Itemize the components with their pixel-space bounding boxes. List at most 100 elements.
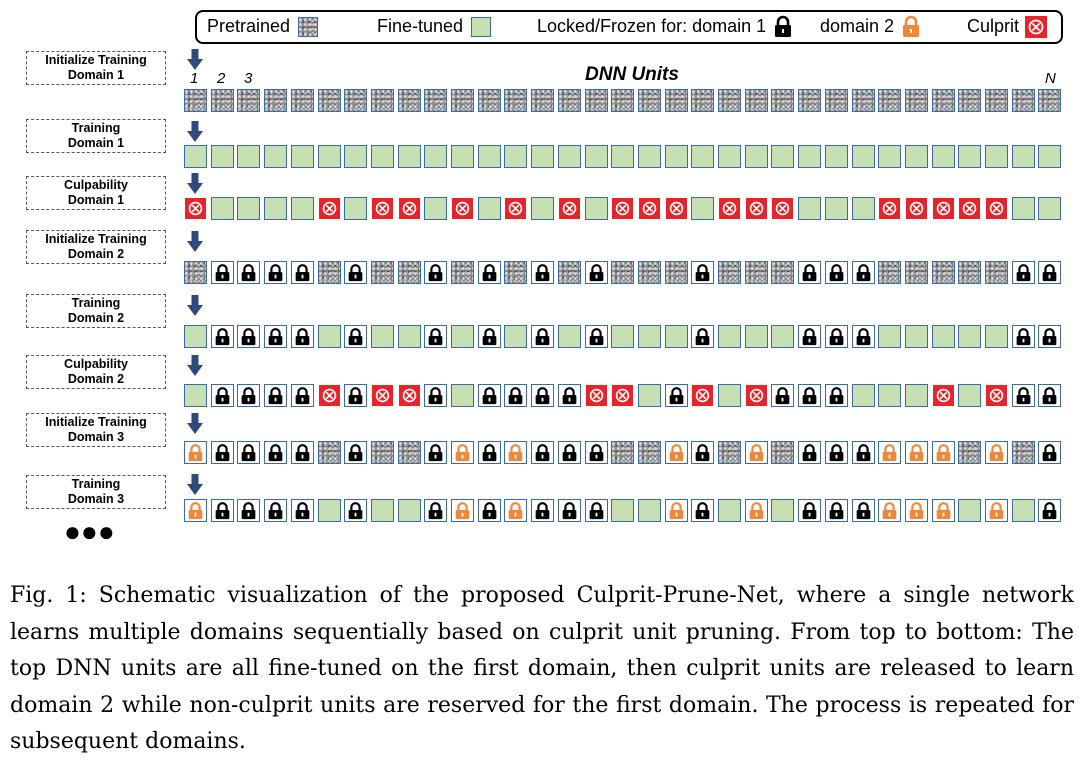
unit-locked-domain-1 bbox=[824, 441, 848, 464]
stage-label-line-2: Domain 3 bbox=[67, 492, 125, 506]
unit-fine-tuned bbox=[237, 145, 261, 168]
unit-locked-domain-2 bbox=[504, 441, 528, 464]
unit-locked-domain-1 bbox=[290, 325, 314, 348]
unit-fine-tuned bbox=[584, 197, 608, 220]
stage-label-line-1: Training bbox=[71, 477, 121, 491]
unit-pretrained bbox=[985, 89, 1008, 112]
legend-label-fine-tuned: Fine-tuned bbox=[377, 16, 464, 36]
unit-fine-tuned bbox=[397, 145, 421, 168]
unit-fine-tuned bbox=[664, 145, 688, 168]
down-arrow-icon bbox=[187, 413, 203, 434]
unit-locked-domain-1 bbox=[798, 384, 822, 407]
unit-fine-tuned bbox=[1038, 145, 1062, 168]
unit-locked-domain-1 bbox=[237, 441, 261, 464]
unit-pretrained bbox=[397, 261, 421, 284]
unit-locked-domain-1 bbox=[424, 499, 448, 522]
stage-label: Initialize Training Domain 1 bbox=[26, 51, 166, 85]
unit-fine-tuned bbox=[958, 499, 982, 522]
unit-culprit bbox=[370, 197, 394, 220]
unit-pretrained bbox=[958, 89, 982, 112]
unit-fine-tuned bbox=[370, 325, 394, 348]
unit-culprit bbox=[878, 197, 902, 220]
unit-fine-tuned bbox=[531, 145, 555, 168]
unit-locked-domain-1 bbox=[851, 261, 875, 284]
stage-label-line-2: Domain 2 bbox=[67, 311, 125, 325]
unit-pretrained bbox=[637, 441, 661, 464]
unit-fine-tuned bbox=[611, 499, 635, 522]
unit-locked-domain-1 bbox=[237, 499, 261, 522]
unit-locked-domain-1 bbox=[557, 441, 581, 464]
unit-locked-domain-1 bbox=[824, 499, 848, 522]
unit-fine-tuned bbox=[370, 499, 394, 522]
unit-locked-domain-1 bbox=[771, 384, 795, 407]
unit-locked-domain-1 bbox=[210, 441, 234, 464]
unit-pretrained bbox=[210, 89, 234, 112]
unit-locked-domain-2 bbox=[878, 499, 902, 522]
unit-locked-domain-1 bbox=[290, 261, 314, 284]
unit-locked-domain-1 bbox=[210, 499, 234, 522]
unit-locked-domain-2 bbox=[744, 499, 768, 522]
unit-pretrained bbox=[584, 89, 608, 112]
unit-culprit bbox=[718, 197, 741, 220]
unit-pretrained bbox=[611, 89, 635, 112]
unit-locked-domain-1 bbox=[531, 441, 555, 464]
unit-pretrained bbox=[744, 261, 768, 284]
unit-pretrained bbox=[504, 89, 528, 112]
unit-fine-tuned bbox=[290, 145, 314, 168]
ellipsis-dots: ●●● bbox=[64, 516, 115, 547]
unit-pretrained bbox=[958, 441, 982, 464]
unit-locked-domain-1 bbox=[424, 325, 448, 348]
unit-pretrained bbox=[798, 89, 822, 112]
lock-black-icon bbox=[775, 15, 792, 37]
unit-locked-domain-2 bbox=[184, 441, 207, 464]
unit-locked-domain-1 bbox=[531, 499, 555, 522]
unit-fine-tuned bbox=[264, 145, 288, 168]
dnn-units-title: DNN Units bbox=[585, 64, 679, 85]
stage-label: Training Domain 1 bbox=[26, 119, 166, 153]
unit-pretrained bbox=[1011, 441, 1035, 464]
unit-locked-domain-1 bbox=[851, 441, 875, 464]
unit-pretrained bbox=[664, 261, 688, 284]
unit-fine-tuned bbox=[237, 197, 261, 220]
unit-fine-tuned bbox=[851, 384, 875, 407]
unit-locked-domain-1 bbox=[237, 261, 261, 284]
unit-locked-domain-2 bbox=[744, 441, 768, 464]
unit-locked-domain-1 bbox=[344, 384, 368, 407]
unit-fine-tuned bbox=[904, 145, 928, 168]
unit-locked-domain-1 bbox=[424, 261, 448, 284]
unit-fine-tuned bbox=[771, 145, 795, 168]
unit-fine-tuned bbox=[370, 145, 394, 168]
unit-fine-tuned bbox=[637, 499, 661, 522]
unit-locked-domain-1 bbox=[477, 325, 501, 348]
unit-fine-tuned bbox=[184, 384, 207, 407]
unit-locked-domain-1 bbox=[210, 325, 234, 348]
unit-fine-tuned bbox=[691, 145, 715, 168]
unit-fine-tuned bbox=[317, 499, 341, 522]
unit-pretrained bbox=[557, 261, 581, 284]
unit-locked-domain-1 bbox=[824, 384, 848, 407]
unit-locked-domain-1 bbox=[824, 261, 848, 284]
unit-culprit bbox=[504, 197, 528, 220]
unit-fine-tuned bbox=[210, 197, 234, 220]
stage-label-line-1: Training bbox=[71, 296, 121, 310]
stage-label: Training Domain 3 bbox=[26, 475, 166, 509]
unit-fine-tuned bbox=[904, 384, 928, 407]
unit-fine-tuned bbox=[1038, 197, 1062, 220]
unit-culprit bbox=[584, 384, 608, 407]
unit-locked-domain-1 bbox=[691, 325, 715, 348]
unit-fine-tuned bbox=[451, 145, 474, 168]
unit-pretrained bbox=[1011, 89, 1035, 112]
unit-culprit bbox=[397, 197, 421, 220]
unit-culprit bbox=[557, 197, 581, 220]
unit-fine-tuned bbox=[904, 325, 928, 348]
unit-culprit bbox=[664, 197, 688, 220]
legend-item-pretrained: Pretrained bbox=[207, 12, 319, 41]
stage-label-line-2: Domain 2 bbox=[67, 372, 125, 386]
unit-locked-domain-1 bbox=[264, 384, 288, 407]
unit-fine-tuned bbox=[424, 197, 448, 220]
unit-pretrained bbox=[878, 261, 902, 284]
unit-pretrained bbox=[958, 261, 982, 284]
unit-culprit bbox=[931, 197, 955, 220]
unit-fine-tuned bbox=[611, 145, 635, 168]
legend-label-domain-2: domain 2 bbox=[820, 16, 895, 36]
